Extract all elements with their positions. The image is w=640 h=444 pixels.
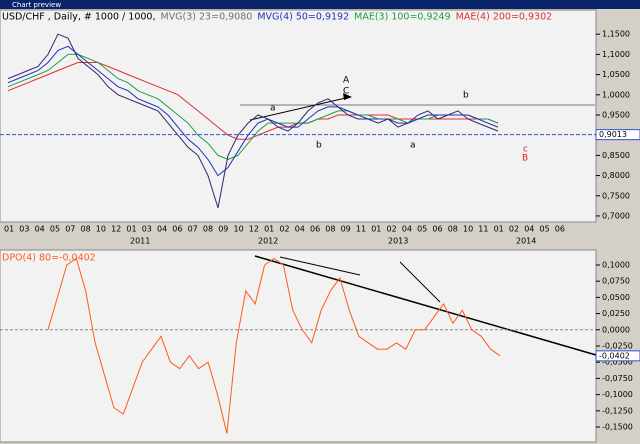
- y-tick-label: -0,1000: [602, 390, 633, 399]
- series-line: [47, 257, 501, 434]
- x-tick-label: 09: [218, 225, 228, 234]
- x-tick-label: 01: [494, 225, 504, 234]
- dpo-arrow: [279, 256, 361, 276]
- y-tick-label: -0,1500: [602, 423, 633, 432]
- x-tick-label: 10: [96, 225, 106, 234]
- header-text: MAE(3) 100=0,9249: [354, 12, 451, 23]
- y-tick-label: -0,1250: [602, 406, 633, 415]
- header-text: MVG(3) 23=0,9080: [160, 12, 252, 23]
- x-tick-label: 10: [463, 225, 473, 234]
- y-tick-label: -0,0750: [602, 374, 633, 383]
- x-tick-label: 01: [371, 225, 381, 234]
- x-tick-label: 04: [524, 225, 534, 234]
- y-tick-label: 0,8500: [602, 151, 630, 160]
- dpo-arrow: [399, 261, 441, 303]
- annotation: a: [270, 104, 276, 114]
- last-value-label: -0,0402: [599, 351, 630, 360]
- header-text: USD/CHF , Daily, # 1000 / 1000,: [2, 12, 155, 23]
- annotation: C: [343, 87, 349, 97]
- x-tick-label: 01: [264, 225, 274, 234]
- x-tick-label: 10: [234, 225, 244, 234]
- x-tick-label: 02: [279, 225, 289, 234]
- arrow-head: [343, 93, 352, 100]
- x-tick-label: 05: [50, 225, 60, 234]
- x-tick-label: 11: [478, 225, 488, 234]
- y-tick-label: 0,0500: [602, 293, 630, 302]
- x-tick-label: 08: [448, 225, 458, 234]
- dpo-panel: [0, 249, 597, 443]
- series-line: [7, 33, 499, 209]
- annotation: b: [316, 141, 322, 151]
- dpo-trend-line: [254, 255, 597, 356]
- x-tick-label: 02: [387, 225, 397, 234]
- x-tick-label: 06: [172, 225, 182, 234]
- x-tick-label: 12: [249, 225, 259, 234]
- y-tick-label: 1,1000: [602, 50, 630, 59]
- y-tick-label: 0,0250: [602, 309, 630, 318]
- x-tick-label: 03: [19, 225, 29, 234]
- y-tick-label: 0,7500: [602, 191, 630, 200]
- y-tick-label: -0,0250: [602, 342, 633, 351]
- price-panel: [0, 9, 597, 223]
- indicator-title: DPO(4) 80=-0,0402: [2, 253, 96, 264]
- x-tick-label: 05: [417, 225, 427, 234]
- header-text: MVG(4) 50=0,9192: [257, 12, 349, 23]
- last-value-box: [595, 350, 640, 362]
- x-tick-label: 08: [203, 225, 213, 234]
- annotation: A: [343, 76, 350, 86]
- x-tick-label: 08: [81, 225, 91, 234]
- year-label: 2011: [130, 237, 150, 246]
- x-tick-label: 09: [341, 225, 351, 234]
- x-tick-label: 05: [540, 225, 550, 234]
- last-value-label: 0,9013: [599, 130, 627, 139]
- window-title: Chart preview: [12, 1, 61, 9]
- y-tick-label: 0,1000: [602, 260, 630, 269]
- x-tick-label: 04: [157, 225, 167, 234]
- x-tick-label: 06: [555, 225, 565, 234]
- x-tick-label: 11: [356, 225, 366, 234]
- annotation: a: [410, 141, 416, 151]
- x-tick-label: 04: [35, 225, 45, 234]
- y-tick-label: 0,8000: [602, 171, 630, 180]
- x-tick-label: 06: [432, 225, 442, 234]
- x-tick-label: 07: [65, 225, 75, 234]
- series-line: [7, 45, 499, 177]
- x-tick-label: 03: [142, 225, 152, 234]
- annotation: c: [523, 145, 528, 155]
- annotation: b: [463, 91, 469, 101]
- x-tick-label: 06: [310, 225, 320, 234]
- y-tick-label: 1,1500: [602, 30, 630, 39]
- y-tick-label: 0,9500: [602, 110, 630, 119]
- y-tick-label: 0,0000: [602, 325, 630, 334]
- y-tick-label: 0,7000: [602, 211, 630, 220]
- y-tick-label: -0,0500: [602, 358, 633, 367]
- title-bar: [0, 0, 640, 9]
- x-tick-label: 08: [325, 225, 335, 234]
- year-label: 2012: [258, 237, 278, 246]
- x-tick-label: 04: [295, 225, 305, 234]
- last-value-box: [595, 129, 640, 141]
- x-tick-label: 04: [402, 225, 412, 234]
- y-tick-label: 1,0000: [602, 90, 630, 99]
- header-text: MAE(4) 200=0,9302: [456, 12, 553, 23]
- trend-line: [249, 96, 351, 121]
- x-tick-label: 02: [509, 225, 519, 234]
- annotation: B: [522, 154, 528, 164]
- x-tick-label: 12: [111, 225, 121, 234]
- y-tick-label: 1,0500: [602, 70, 630, 79]
- y-tick-label: 0,0750: [602, 277, 630, 286]
- year-label: 2014: [516, 237, 536, 246]
- x-tick-label: 01: [4, 225, 14, 234]
- year-label: 2013: [388, 237, 408, 246]
- x-tick-label: 07: [188, 225, 198, 234]
- x-tick-label: 01: [126, 225, 136, 234]
